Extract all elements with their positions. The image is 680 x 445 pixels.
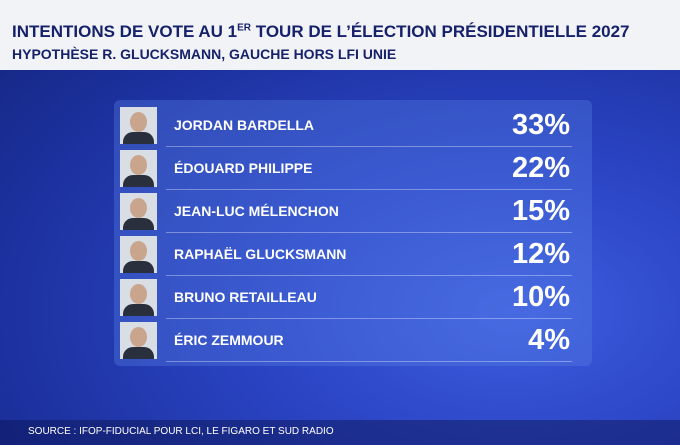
title-sup: ER [237,22,252,34]
results-panel: JORDAN BARDELLA 33% ÉDOUARD PHILIPPE 22% JEA… [114,100,592,366]
candidate-row: JORDAN BARDELLA 33% [114,104,592,147]
candidate-photo [120,193,157,230]
row-separator [166,275,572,276]
title: INTENTIONS DE VOTE AU 1ER TOUR DE L’ÉLEC… [12,22,630,42]
header-bar: INTENTIONS DE VOTE AU 1ER TOUR DE L’ÉLEC… [0,0,680,70]
photo-suit [123,132,154,144]
candidate-name: RAPHAËL GLUCKSMANN [174,246,347,262]
subtitle: HYPOTHÈSE R. GLUCKSMANN, GAUCHE HORS LFI… [12,46,397,62]
candidate-row: ÉDOUARD PHILIPPE 22% [114,147,592,190]
candidate-score: 33% [511,109,570,141]
row-separator [166,318,572,319]
candidate-score: 22% [511,152,570,184]
row-separator [166,146,572,147]
candidate-name: JORDAN BARDELLA [174,117,314,133]
photo-suit [123,347,154,359]
photo-suit [123,218,154,230]
photo-face [130,327,147,347]
candidate-name: ÉRIC ZEMMOUR [174,332,284,348]
candidate-row: BRUNO RETAILLEAU 10% [114,276,592,319]
candidate-name: JEAN-LUC MÉLENCHON [174,203,339,219]
candidate-photo [120,279,157,316]
candidate-row: RAPHAËL GLUCKSMANN 12% [114,233,592,276]
photo-face [130,112,147,132]
photo-suit [123,304,154,316]
photo-suit [123,175,154,187]
photo-face [130,155,147,175]
title-text: TOUR DE L’ÉLECTION PRÉSIDENTIELLE 2027 [251,22,630,41]
source: SOURCE : IFOP-FIDUCIAL POUR LCI, LE FIGA… [28,426,334,437]
candidate-name: BRUNO RETAILLEAU [174,289,317,305]
title-text: INTENTIONS DE VOTE AU 1 [12,22,238,41]
candidate-row: JEAN-LUC MÉLENCHON 15% [114,190,592,233]
candidate-score: 12% [511,238,570,270]
photo-face [130,241,147,261]
row-separator [166,361,572,362]
candidate-photo [120,322,157,359]
photo-face [130,198,147,218]
candidate-photo [120,150,157,187]
photo-face [130,284,147,304]
candidate-photo [120,236,157,273]
footer-bar [0,420,680,445]
row-separator [166,232,572,233]
candidate-row: ÉRIC ZEMMOUR 4% [114,319,592,362]
candidate-name: ÉDOUARD PHILIPPE [174,160,313,176]
row-separator [166,189,572,190]
candidate-score: 4% [528,324,570,356]
candidate-score: 10% [511,281,570,313]
photo-suit [123,261,154,273]
candidate-score: 15% [511,195,570,227]
candidate-photo [120,107,157,144]
